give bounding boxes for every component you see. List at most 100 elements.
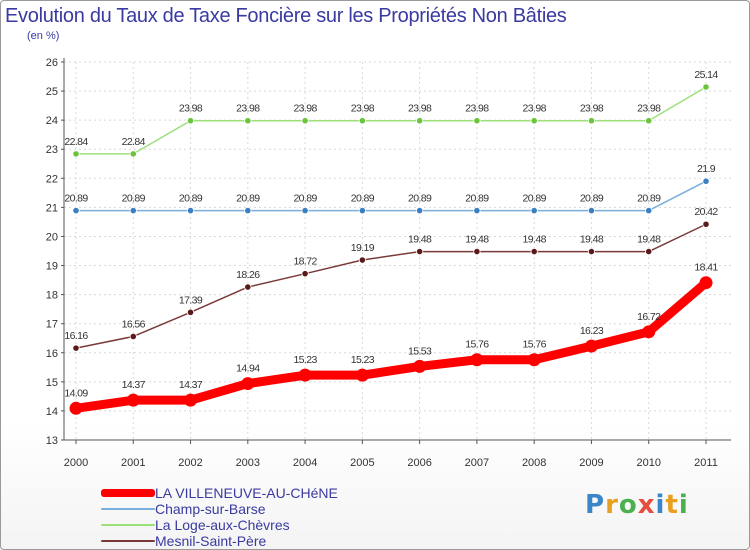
data-label: 14.09 <box>64 387 88 399</box>
x-tick-label: 2011 <box>694 457 718 469</box>
data-point <box>186 308 195 316</box>
data-point <box>358 256 366 264</box>
x-tick-label: 2001 <box>121 457 145 469</box>
data-point <box>416 117 424 125</box>
y-tick-label: 15 <box>46 377 58 389</box>
data-point <box>72 150 80 158</box>
y-tick-label: 26 <box>46 57 58 69</box>
logo-letter: t <box>665 490 679 520</box>
data-point <box>358 206 366 215</box>
proxiti-logo: Proxiti <box>585 490 689 520</box>
data-point <box>473 206 481 215</box>
data-point <box>184 393 198 407</box>
x-tick-label: 2002 <box>178 457 202 469</box>
legend-swatch <box>101 540 155 542</box>
data-point <box>72 206 80 215</box>
x-tick-label: 2004 <box>293 457 317 469</box>
y-tick-label: 25 <box>46 86 58 98</box>
line-chart: 13 14 15 16 17 18 19 20 21 22 23 24 25 26 2000 2001 2002… <box>46 57 731 469</box>
data-point <box>702 220 710 228</box>
legend-swatch <box>101 508 155 510</box>
legend-swatch <box>101 524 155 526</box>
data-label: 20.89 <box>179 193 203 205</box>
legend-label: Champ-sur-Barse <box>155 501 266 517</box>
data-point <box>584 339 598 353</box>
y-tick-label: 21 <box>46 202 58 214</box>
data-point <box>413 359 427 373</box>
data-point <box>702 83 710 91</box>
data-point <box>642 325 656 339</box>
data-label: 17.39 <box>179 294 203 306</box>
data-label: 18.26 <box>236 269 260 281</box>
data-label: 23.98 <box>465 103 489 115</box>
y-tick-label: 22 <box>46 173 58 185</box>
y-tick-label: 24 <box>46 115 58 127</box>
y-tick-label: 17 <box>46 319 58 331</box>
data-point <box>587 117 596 125</box>
y-tick-label: 14 <box>46 406 58 418</box>
data-point <box>298 368 312 382</box>
x-tick-label: 2008 <box>522 457 546 469</box>
data-label: 20.89 <box>122 193 146 205</box>
y-tick-label: 23 <box>46 144 58 156</box>
logo-letter: x <box>637 490 656 520</box>
legend-label: LA VILLENEUVE-AU-CHéNE <box>155 485 338 501</box>
data-label: 15.53 <box>408 345 432 357</box>
data-point <box>530 117 538 125</box>
data-label: 23.98 <box>236 103 260 115</box>
data-label: 23.98 <box>179 103 203 115</box>
chart-title: Evolution du Taux de Taxe Foncière sur l… <box>5 5 567 27</box>
data-label: 20.89 <box>637 193 661 205</box>
data-label: 20.42 <box>694 206 718 218</box>
data-point <box>645 117 653 125</box>
data-point <box>129 150 137 158</box>
data-label: 25.14 <box>694 69 718 81</box>
data-label: 16.23 <box>580 325 604 337</box>
data-label: 19.19 <box>351 242 375 254</box>
data-label: 15.23 <box>293 354 317 366</box>
y-tick-label: 19 <box>46 261 58 273</box>
data-label: 20.89 <box>408 193 432 205</box>
data-point <box>645 247 653 256</box>
data-label: 15.76 <box>523 339 547 351</box>
data-label: 20.89 <box>465 193 489 205</box>
data-label: 15.76 <box>465 339 489 351</box>
x-tick-label: 2009 <box>579 457 603 469</box>
series-line <box>71 278 711 413</box>
data-label: 14.94 <box>236 363 260 375</box>
data-label: 16.56 <box>122 318 146 330</box>
data-label: 19.48 <box>465 234 489 246</box>
data-point <box>241 377 255 391</box>
data-label: 19.48 <box>637 234 661 246</box>
data-point <box>129 332 137 341</box>
x-tick-label: 2005 <box>350 457 374 469</box>
y-tick-label: 13 <box>46 435 58 447</box>
series-line <box>75 180 707 212</box>
data-point <box>473 117 481 125</box>
data-label: 22.84 <box>64 136 88 148</box>
data-label: 19.48 <box>523 234 547 246</box>
data-label: 20.89 <box>351 193 375 205</box>
data-point <box>416 247 424 256</box>
data-label: 16.16 <box>64 330 88 342</box>
x-tick-label: 2010 <box>636 457 660 469</box>
unit-label: (en %) <box>27 30 60 42</box>
data-point <box>358 117 366 125</box>
data-label: 16.72 <box>637 311 661 323</box>
x-tick-label: 2006 <box>407 457 431 469</box>
data-label: 14.37 <box>179 379 203 391</box>
data-point <box>244 283 252 291</box>
data-point <box>470 353 484 367</box>
data-label: 23.98 <box>523 103 547 115</box>
data-label: 23.98 <box>580 103 604 115</box>
data-point <box>702 177 710 185</box>
data-label: 20.89 <box>523 193 547 205</box>
data-point <box>129 206 137 215</box>
x-tick-label: 2007 <box>465 457 489 469</box>
data-point <box>355 368 369 382</box>
logo-letter: o <box>618 490 638 520</box>
data-point <box>587 247 596 256</box>
data-point <box>473 247 481 256</box>
data-label: 19.48 <box>408 234 432 246</box>
